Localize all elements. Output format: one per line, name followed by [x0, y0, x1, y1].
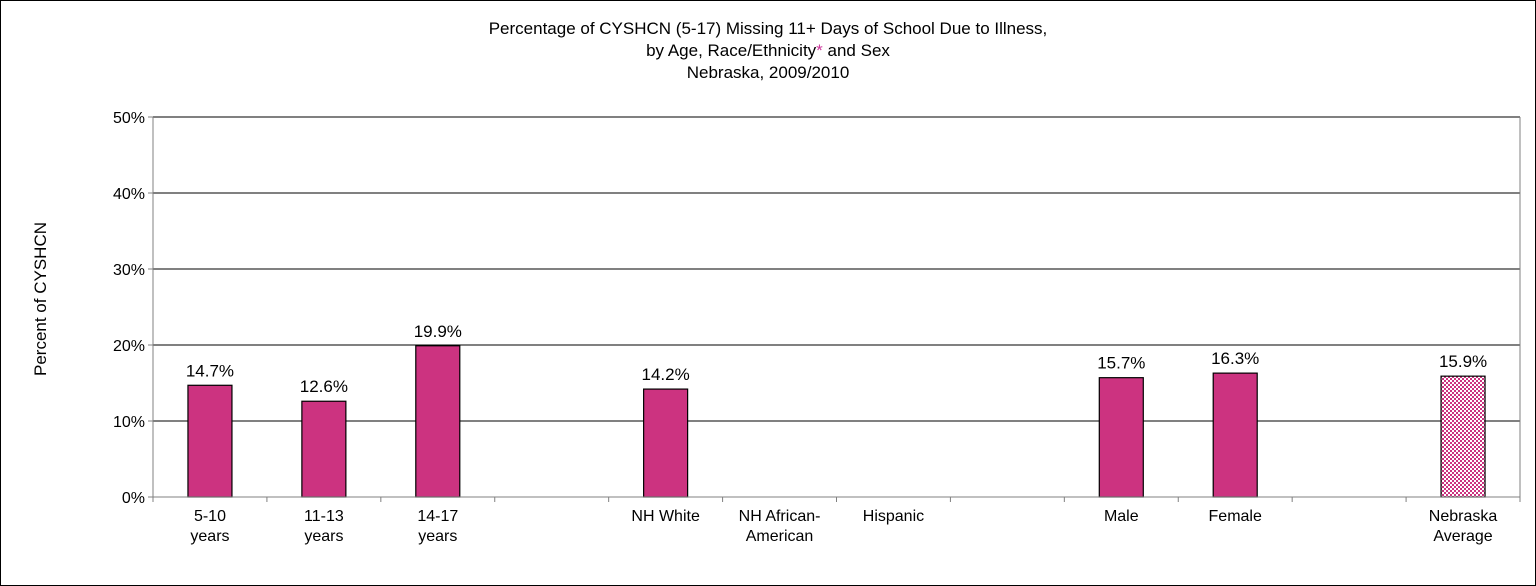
- bar: [1212, 372, 1258, 498]
- x-tick-label: NH White: [631, 508, 700, 525]
- axes: 0% 10% 20% 30% 40% 50% 5-10 years 11-13 years 14-1…: [113, 110, 1521, 545]
- chart-title-line-2-suffix: and Sex: [822, 41, 890, 60]
- y-tick-label: 30%: [113, 262, 145, 279]
- x-tick-label: 5-10: [194, 508, 226, 525]
- gridlines: [153, 116, 1520, 422]
- x-tick-label: years: [304, 528, 343, 545]
- x-tick-label: years: [418, 528, 457, 545]
- x-tick-label: 14-17: [417, 508, 458, 525]
- y-tick-label: 0%: [122, 490, 145, 507]
- x-tick-label: American: [746, 528, 814, 545]
- bar-value-label: 19.9%: [414, 322, 462, 341]
- bar-value-label: 15.7%: [1097, 354, 1145, 373]
- x-tick-label: NH African-: [739, 508, 821, 525]
- y-tick-label: 20%: [113, 338, 145, 355]
- x-tick-label: Average: [1433, 528, 1492, 545]
- bar: [1098, 377, 1144, 498]
- y-tick-label: 50%: [113, 110, 145, 127]
- x-tick-label: Female: [1209, 508, 1262, 525]
- y-tick-label: 40%: [113, 186, 145, 203]
- bar: [415, 345, 461, 498]
- bar-value-label: 14.7%: [186, 361, 234, 380]
- y-axis-title: Percent of CYSHCN: [31, 222, 50, 376]
- bars: 14.7% 12.6% 19.9% 14.2% 15.7% 16.3% 15.9%: [186, 322, 1487, 498]
- bar-value-label: 12.6%: [300, 377, 348, 396]
- chart-title-line-1: Percentage of CYSHCN (5-17) Missing 11+ …: [488, 19, 1048, 38]
- bar-value-label: 16.3%: [1211, 349, 1259, 368]
- bar: [187, 384, 233, 498]
- x-tick-label: years: [190, 528, 229, 545]
- x-tick-label: Nebraska: [1429, 508, 1498, 525]
- chart-title-line-3: Nebraska, 2009/2010: [686, 63, 850, 82]
- chart-title-line-2: by Age, Race/Ethnicity* and Sex: [0, 40, 1536, 62]
- bar-value-label: 14.2%: [642, 365, 690, 384]
- y-tick-label: 10%: [113, 414, 145, 431]
- footnote-asterisk: *: [816, 41, 823, 60]
- chart-title: Percentage of CYSHCN (5-17) Missing 11+ …: [0, 18, 1536, 84]
- bar: [301, 400, 347, 498]
- x-tick-label: Male: [1104, 508, 1139, 525]
- x-tick-label: Hispanic: [863, 508, 924, 525]
- x-tick-label: 11-13: [304, 508, 344, 525]
- bar-value-label: 15.9%: [1439, 352, 1487, 371]
- bar: [1440, 375, 1486, 498]
- bar: [643, 388, 689, 498]
- chart-title-line-2-text: by Age, Race/Ethnicity: [646, 41, 817, 60]
